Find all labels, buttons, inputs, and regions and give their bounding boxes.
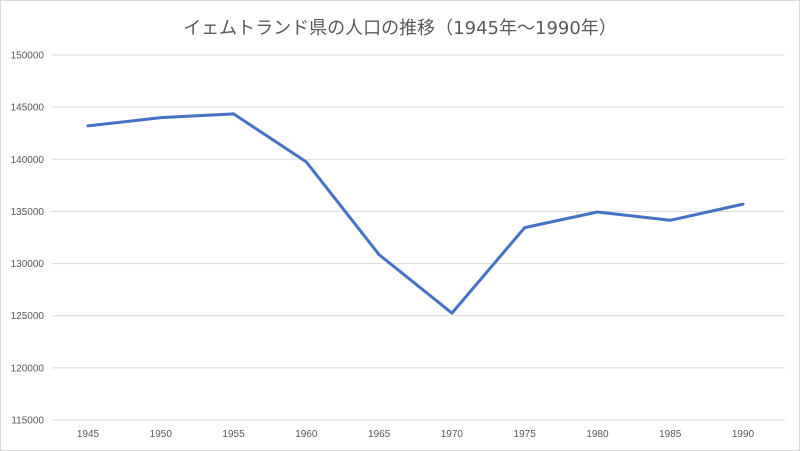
- y-tick-label: 125000: [11, 311, 45, 322]
- x-tick-label: 1980: [586, 429, 609, 440]
- x-tick-label: 1975: [514, 429, 537, 440]
- y-tick-label: 145000: [11, 103, 45, 114]
- x-tick-label: 1950: [150, 429, 173, 440]
- x-tick-label: 1960: [295, 429, 318, 440]
- x-tick-label: 1970: [441, 429, 464, 440]
- y-tick-label: 135000: [11, 207, 45, 218]
- y-tick-label: 120000: [11, 363, 45, 374]
- x-tick-label: 1985: [659, 429, 682, 440]
- y-tick-label: 115000: [11, 416, 44, 427]
- chart-title: イェムトランド県の人口の推移（1945年〜1990年）: [183, 18, 617, 39]
- x-tick-label: 1990: [732, 429, 755, 440]
- x-tick-label: 1945: [77, 429, 100, 440]
- y-tick-label: 130000: [11, 259, 45, 270]
- x-tick-label: 1955: [222, 429, 245, 440]
- y-tick-label: 140000: [11, 155, 45, 166]
- series-line: [86, 112, 745, 315]
- y-tick-label: 150000: [11, 51, 45, 62]
- x-tick-label: 1965: [368, 429, 391, 440]
